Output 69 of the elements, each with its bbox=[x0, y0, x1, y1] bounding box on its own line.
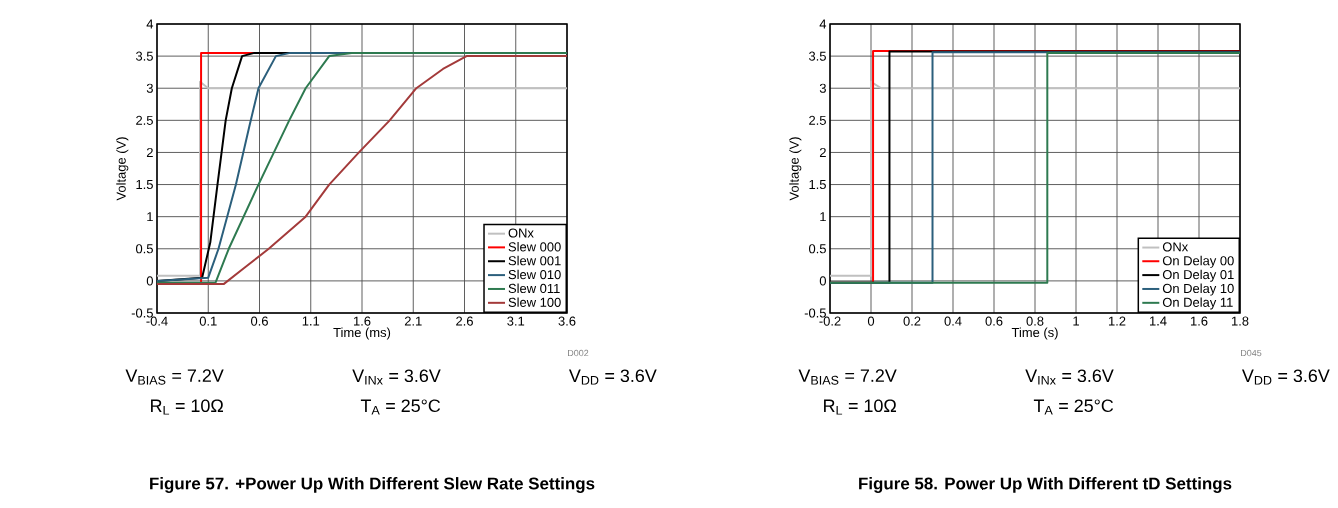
y-tick-label: 2.5 bbox=[136, 115, 153, 125]
y-tick-label: 4 bbox=[819, 19, 827, 29]
legend-label: On Delay 00 bbox=[1162, 255, 1234, 268]
text: D045 bbox=[1241, 349, 1262, 357]
y-tick-label: 0.5 bbox=[808, 244, 826, 254]
y-tick-label: 4 bbox=[146, 19, 154, 29]
legend-label: Slew 011 bbox=[508, 283, 560, 294]
y-tick-label: -0.5 bbox=[131, 308, 153, 318]
x-tick-label: 1.2 bbox=[1108, 316, 1126, 326]
y-tick-label: 1 bbox=[147, 212, 153, 222]
text: T$_{A}$ = 25°C bbox=[360, 399, 441, 415]
legend-label: On Delay 11 bbox=[1162, 297, 1233, 310]
y-tick-label: 1 bbox=[820, 212, 826, 222]
x-axis-title: Time (ms) bbox=[333, 327, 391, 340]
text: V$_{BIAS}$ = 7.2V bbox=[798, 369, 897, 385]
x-tick-label: 2.1 bbox=[404, 316, 422, 326]
text: V$_{INx}$ = 3.6V bbox=[1025, 369, 1114, 385]
y-tick-label: -0.5 bbox=[804, 308, 826, 318]
x-tick-label: -0.4 bbox=[146, 316, 168, 326]
y-tick-label: 3 bbox=[819, 83, 826, 93]
x-tick-label: 1.8 bbox=[1232, 316, 1249, 326]
y-axis-title: Voltage (V) bbox=[116, 137, 129, 201]
y-tick-label: 1.5 bbox=[809, 180, 826, 190]
y-tick-label: 3.5 bbox=[135, 51, 153, 61]
legend-label: ONx bbox=[508, 228, 534, 238]
x-tick-label: 0.1 bbox=[199, 316, 217, 326]
x-tick-label: 1 bbox=[1073, 316, 1079, 326]
legend-label: On Delay 10 bbox=[1162, 283, 1234, 296]
y-tick-label: 0 bbox=[819, 276, 826, 286]
text: T$_{A}$ = 25°C bbox=[1033, 399, 1114, 415]
legend-label: ONx bbox=[1162, 242, 1189, 252]
legend-label: Slew 010 bbox=[508, 269, 561, 280]
y-tick-label: 1.5 bbox=[136, 180, 153, 190]
y-tick-label: 2 bbox=[819, 147, 826, 157]
text: V$_{BIAS}$ = 7.2V bbox=[125, 369, 224, 385]
x-tick-label: 0.6 bbox=[251, 316, 268, 326]
text: D002 bbox=[568, 349, 589, 357]
x-tick-label: 2.6 bbox=[456, 316, 473, 326]
x-tick-label: 0.2 bbox=[903, 316, 921, 326]
y-tick-label: 2.5 bbox=[809, 115, 826, 125]
legend-label: Slew 001 bbox=[508, 255, 561, 266]
x-tick-label: 0.8 bbox=[1026, 316, 1044, 326]
y-tick-label: 3.5 bbox=[808, 51, 826, 61]
legend-label: On Delay 01 bbox=[1162, 269, 1234, 282]
y-tick-label: 3 bbox=[146, 83, 153, 93]
x-tick-label: 1.6 bbox=[1191, 316, 1208, 326]
legend-label: Slew 000 bbox=[508, 241, 561, 252]
x-tick-label: 3.1 bbox=[507, 316, 525, 326]
text: V$_{INx}$ = 3.6V bbox=[352, 369, 441, 385]
text: V$_{DD}$ = 3.6V bbox=[568, 369, 657, 385]
x-tick-label: 0.4 bbox=[944, 316, 962, 326]
x-tick-label: 0 bbox=[867, 316, 875, 326]
x-axis-title: Time (s) bbox=[1011, 327, 1058, 340]
text: R$_{L}$ = 10Ω bbox=[151, 399, 224, 415]
x-tick-label: -0.2 bbox=[819, 316, 841, 326]
x-tick-label: 1.6 bbox=[353, 316, 371, 326]
x-tick-label: 3.6 bbox=[558, 316, 576, 326]
y-tick-label: 0.5 bbox=[135, 244, 153, 254]
y-tick-label: 2 bbox=[146, 147, 153, 157]
x-tick-label: 0.6 bbox=[985, 316, 1003, 326]
y-axis-title: Voltage (V) bbox=[789, 137, 802, 201]
legend-label: Slew 100 bbox=[508, 297, 561, 307]
x-tick-label: 1.4 bbox=[1149, 316, 1167, 326]
text: V$_{DD}$ = 3.6V bbox=[1241, 369, 1330, 385]
y-tick-label: 0 bbox=[146, 276, 153, 286]
text: Figure 58. Power Up With Different tD Settings bbox=[859, 477, 1232, 493]
text: R$_{L}$ = 10Ω bbox=[824, 399, 897, 415]
text: Figure 57. +Power Up With Different Slew Rate Settings bbox=[150, 477, 595, 493]
x-tick-label: 1.1 bbox=[302, 316, 320, 326]
